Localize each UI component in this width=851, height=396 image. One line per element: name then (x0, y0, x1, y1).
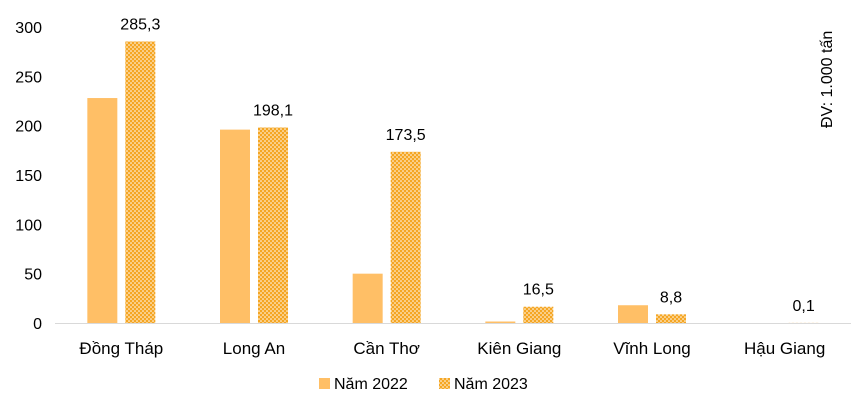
y-tick-label: 300 (15, 20, 42, 37)
data-labels: 285,3 198,1 173,5 16,5 8,8 0,1 (120, 17, 815, 315)
data-label: 198,1 (253, 103, 293, 120)
data-label: 173,5 (386, 127, 426, 144)
unit-label: ĐV: 1.000 tấn (819, 31, 836, 128)
bar-2023 (523, 306, 554, 323)
y-tick-label: 0 (33, 316, 42, 333)
legend-swatch (319, 378, 330, 389)
legend-label: Năm 2022 (334, 376, 408, 393)
bar-2022 (352, 273, 383, 323)
x-category-label: Kiên Giang (477, 339, 561, 358)
data-label: 0,1 (793, 298, 815, 315)
x-category-label: Đồng Tháp (79, 339, 163, 358)
y-axis: 0 50 100 150 200 250 300 (15, 20, 42, 333)
bars (87, 41, 819, 324)
bar-2023 (390, 151, 421, 323)
x-category-label: Long An (223, 339, 285, 358)
legend-swatch (439, 378, 450, 389)
y-tick-label: 250 (15, 69, 42, 86)
bar-2022 (485, 321, 516, 323)
bar-2023 (258, 127, 288, 323)
y-tick-label: 50 (24, 267, 42, 284)
bar-2022 (220, 129, 250, 323)
y-tick-label: 100 (15, 217, 42, 234)
data-label: 8,8 (660, 289, 682, 306)
y-tick-label: 200 (15, 119, 42, 136)
data-label: 285,3 (120, 17, 160, 34)
legend: Năm 2022 Năm 2023 (319, 376, 528, 393)
y-tick-label: 150 (15, 168, 42, 185)
bar-2023 (125, 41, 156, 324)
data-label: 16,5 (523, 282, 554, 299)
x-category-label: Cần Thơ (353, 339, 420, 358)
bar-2022 (618, 305, 648, 323)
x-category-label: Vĩnh Long (613, 339, 691, 358)
x-axis: Đồng Tháp Long An Cần Thơ Kiên Giang Vĩnh Lo… (55, 323, 851, 358)
bar-2022 (87, 98, 118, 323)
x-category-label: Hậu Giang (744, 339, 825, 358)
legend-label: Năm 2023 (454, 376, 528, 393)
bar-2023 (656, 314, 686, 323)
